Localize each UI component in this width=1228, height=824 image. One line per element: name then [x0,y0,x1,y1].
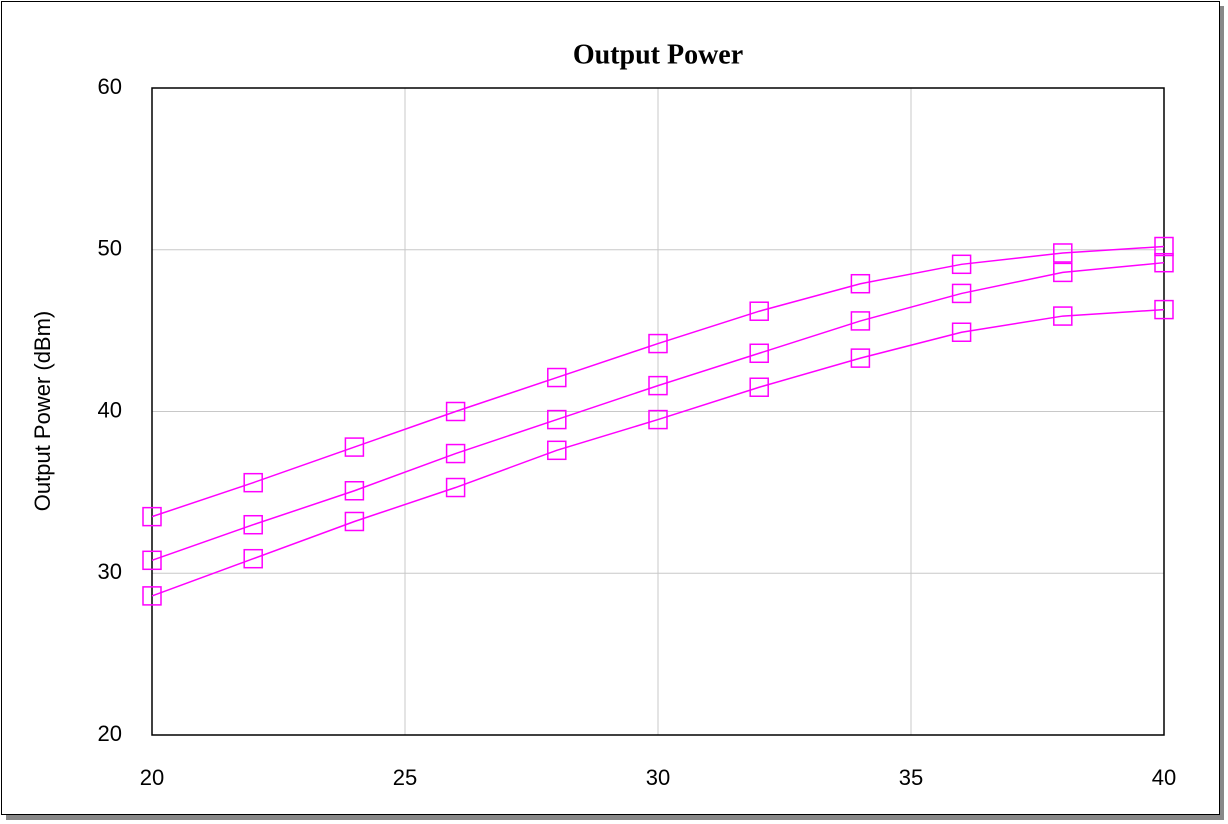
marker [1053,306,1073,326]
marker [142,506,162,527]
y-tick-label: 40 [98,397,122,422]
y-axis-label: Output Power (dBm) [30,311,55,512]
marker [1154,236,1174,257]
x-tick-label: 35 [899,765,923,790]
y-tick-label: 20 [98,721,122,746]
marker [243,548,263,569]
marker [547,367,567,388]
marker [547,440,567,461]
series-line [151,261,1165,562]
marker [344,481,365,501]
marker [243,472,263,493]
marker [344,437,365,457]
marker [749,377,769,397]
plot-border [151,87,1165,736]
marker [648,409,668,430]
marker [951,254,972,275]
marker [951,322,972,342]
marker [1053,262,1073,283]
marker [648,333,668,354]
series-line [151,245,1165,518]
marker [142,586,162,606]
marker [749,301,769,321]
x-tick-label: 25 [393,765,417,790]
marker [445,477,466,498]
marker [850,348,871,368]
marker [1154,252,1174,273]
chart-title: Output Power [573,39,743,70]
marker [142,550,162,571]
marker [850,311,871,331]
marker [445,401,466,422]
series-line [151,308,1165,597]
marker [648,375,668,396]
y-tick-label: 30 [98,559,122,584]
marker [951,283,972,304]
y-tick-label: 50 [98,236,122,261]
marker [749,343,769,364]
marker [1053,243,1073,263]
marker [344,511,365,532]
x-tick-label: 30 [646,765,670,790]
x-tick-label: 20 [140,765,164,790]
marker [547,409,567,430]
marker [243,514,263,535]
marker [445,443,466,464]
y-tick-label: 60 [98,74,122,99]
x-tick-label: 40 [1152,765,1176,790]
marker [1154,299,1174,320]
marker [850,273,871,294]
